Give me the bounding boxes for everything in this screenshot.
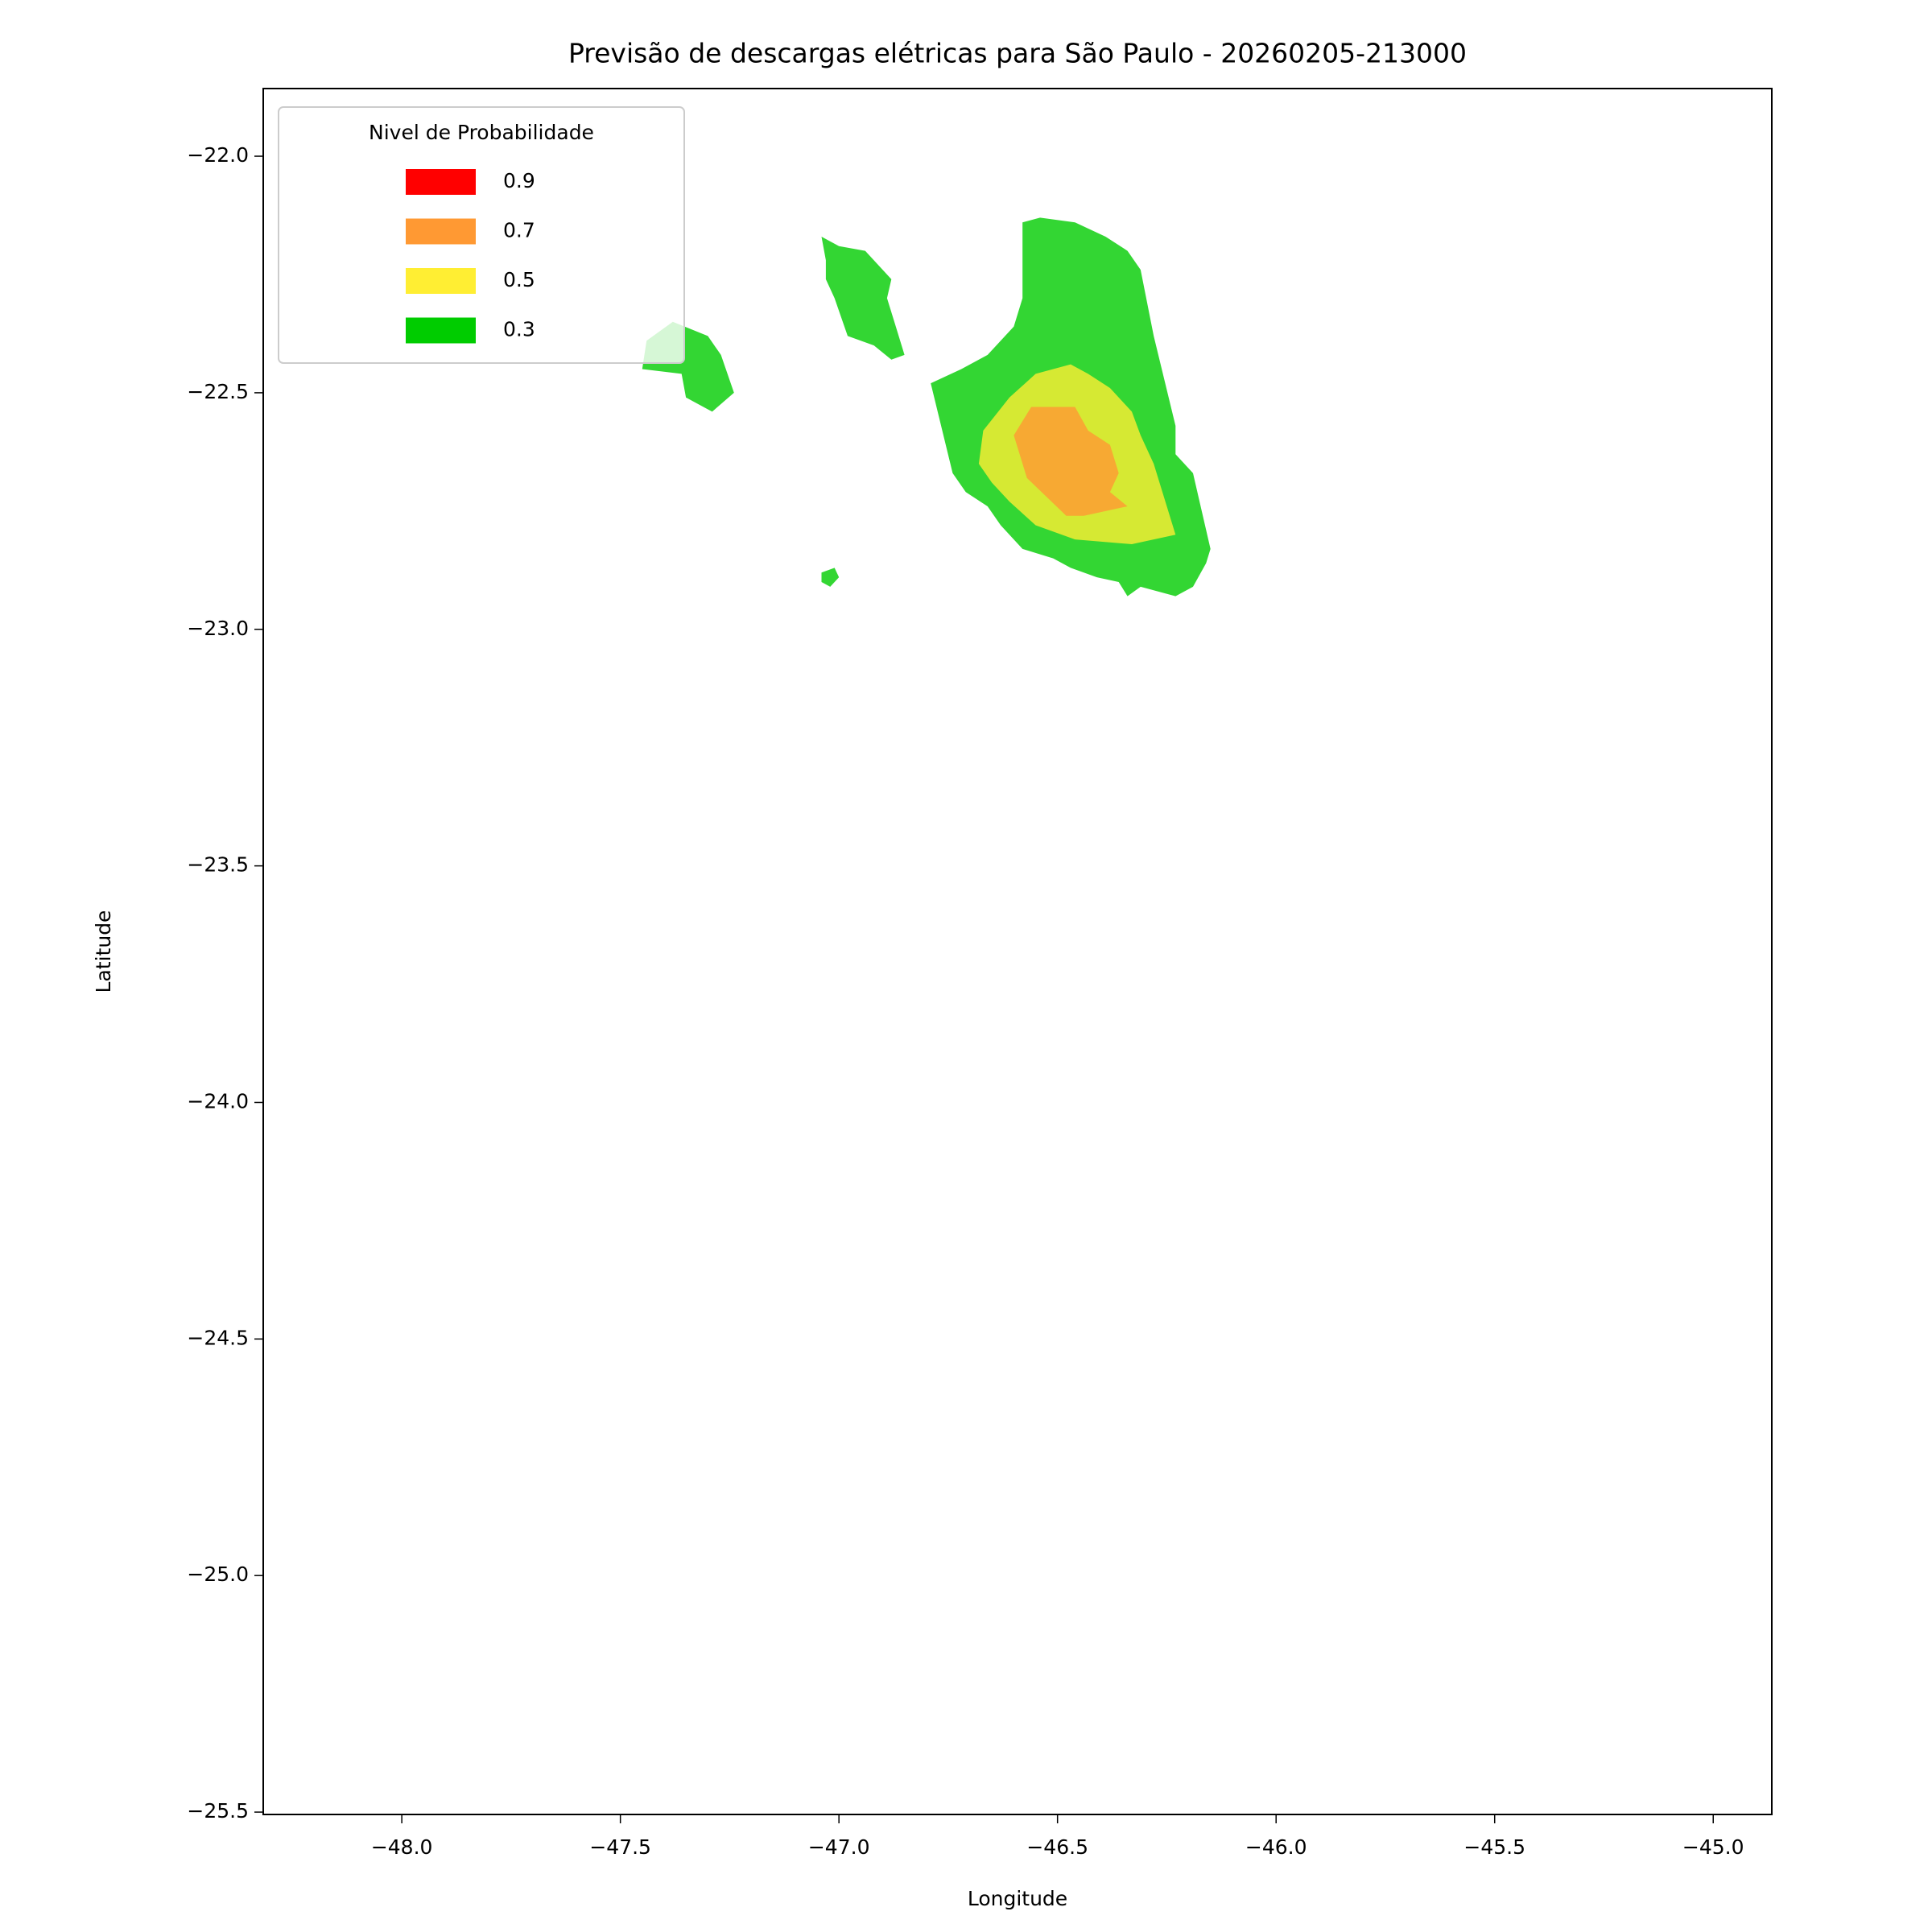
y-tick-label: −23.5 (187, 853, 249, 877)
x-tick-label: −46.0 (1245, 1835, 1307, 1859)
contour-region (1013, 407, 1128, 516)
x-axis-label: Longitude (968, 1887, 1067, 1910)
legend-label: 0.9 (503, 169, 535, 192)
legend-swatch (406, 218, 476, 245)
x-tick-label: −45.5 (1463, 1835, 1525, 1859)
contours (642, 217, 1211, 597)
legend-label: 0.7 (503, 219, 535, 242)
legend-title: Nivel de Probabilidade (369, 121, 594, 144)
x-tick-label: −45.0 (1682, 1835, 1744, 1859)
plot-frame (262, 88, 1773, 1815)
y-tick-label: −23.0 (187, 617, 249, 640)
legend-label: 0.3 (503, 318, 535, 341)
legend-swatch (406, 169, 476, 195)
x-tick-label: −48.0 (371, 1835, 433, 1859)
y-tick-label: −25.5 (187, 1799, 249, 1823)
y-tick-label: −24.5 (187, 1326, 249, 1349)
y-tick-label: −22.0 (187, 143, 249, 167)
legend-box (278, 106, 685, 364)
contour-region (821, 237, 905, 360)
x-tick-label: −46.5 (1026, 1835, 1088, 1859)
legend-swatch (406, 317, 476, 344)
y-tick-label: −22.5 (187, 380, 249, 403)
y-tick-label: −25.0 (187, 1563, 249, 1586)
y-tick-label: −24.0 (187, 1089, 249, 1113)
legend-swatch (406, 268, 476, 294)
contour-region (821, 568, 840, 587)
y-axis-label: Latitude (92, 910, 115, 993)
x-tick-label: −47.5 (589, 1835, 651, 1859)
chart-title: Previsão de descargas elétricas para São… (568, 38, 1467, 69)
x-tick-label: −47.0 (808, 1835, 870, 1859)
legend-label: 0.5 (503, 268, 535, 291)
